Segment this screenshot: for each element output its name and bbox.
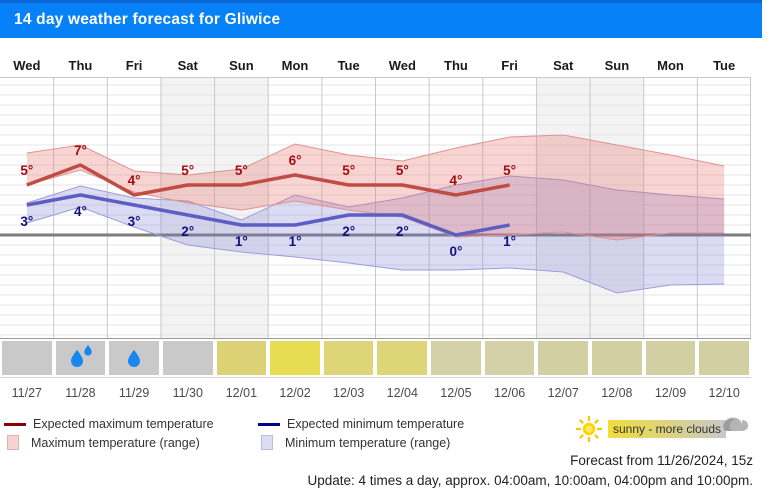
day-label: Tue — [337, 58, 360, 73]
raindrop-icon — [128, 350, 141, 367]
weather-icon-cell — [55, 341, 106, 375]
day-label: Tue — [713, 58, 736, 73]
day-label: Thu — [68, 58, 93, 73]
svg-text:5°: 5° — [503, 163, 516, 178]
cloud-icon — [718, 413, 749, 440]
date-label: 12/06 — [493, 386, 526, 400]
header-bar: 14 day weather forecast for Gliwice — [0, 0, 762, 38]
legend-min-range: Minimum temperature (range) — [258, 435, 450, 450]
day-label: Wed — [13, 58, 41, 73]
weather-icon-cell — [538, 341, 589, 375]
date-label: 11/29 — [118, 386, 150, 400]
weather-icon-cell — [162, 341, 213, 375]
svg-text:1°: 1° — [503, 234, 516, 249]
page-title: 14 day weather forecast for Gliwice — [14, 11, 281, 28]
svg-text:1°: 1° — [289, 234, 302, 249]
day-label: Sun — [229, 58, 254, 73]
svg-text:5°: 5° — [235, 163, 248, 178]
svg-text:7°: 7° — [74, 143, 87, 158]
weather-icon-cell — [484, 341, 535, 375]
svg-text:5°: 5° — [396, 163, 409, 178]
legend-max-range-label: Maximum temperature (range) — [31, 435, 200, 450]
date-label: 12/03 — [333, 386, 365, 400]
day-header-row: Wed Thu Fri Sat Sun Mon Tue Wed Thu Fri Sat Sun Mon T… — [0, 55, 751, 77]
legend-min-range-label: Minimum temperature (range) — [285, 435, 451, 450]
weather-icon-cell — [109, 341, 159, 375]
svg-text:4°: 4° — [450, 173, 463, 188]
max-line-swatch — [4, 422, 26, 426]
svg-text:6°: 6° — [289, 153, 302, 168]
legend-max-line-label: Expected maximum temperature — [33, 417, 214, 431]
day-label: Wed — [388, 58, 416, 73]
min-range-swatch — [261, 435, 273, 450]
forecast-chart: 5° 7° 4° 5° 5° 6° 5° 5° 4° 5° 3° 4° 3° 2° 1° 1° 2° 2° 0° 1° — [0, 78, 751, 338]
sunny-clouds-gradient: sunny - more clouds — [608, 420, 726, 438]
date-label: 12/05 — [440, 386, 472, 400]
footer: Expected maximum temperature Maximum tem… — [0, 404, 767, 502]
date-label: 12/08 — [601, 386, 633, 400]
max-range-swatch — [7, 435, 19, 450]
date-label: 12/01 — [225, 386, 258, 400]
weather-icon-cell — [2, 341, 52, 375]
legend-min-line-label: Expected minimum temperature — [287, 417, 465, 431]
day-label: Mon — [657, 58, 684, 73]
sunny-clouds-label: sunny - more clouds — [612, 422, 722, 436]
sun-clouds-legend: sunny - more clouds — [575, 413, 749, 443]
legend-min-line: Expected minimum temperature — [258, 417, 464, 431]
date-label: 11/28 — [65, 386, 96, 400]
svg-text:5°: 5° — [181, 163, 194, 178]
day-label: Sat — [553, 58, 574, 73]
day-label: Sun — [604, 58, 630, 73]
update-schedule-text: Update: 4 times a day, approx. 04:00am, … — [307, 473, 753, 488]
date-label: 11/27 — [11, 386, 42, 400]
svg-text:4°: 4° — [128, 173, 141, 188]
date-label: 12/04 — [386, 386, 418, 400]
svg-text:1°: 1° — [235, 234, 248, 249]
day-label: Sat — [177, 58, 198, 73]
forecast-table: Wed Thu Fri Sat Sun Mon Tue Wed Thu Fri Sat Sun Mon T… — [0, 38, 751, 406]
day-label: Fri — [501, 58, 518, 73]
weather-icon-cell — [377, 341, 428, 375]
svg-text:2°: 2° — [181, 224, 194, 239]
svg-text:3°: 3° — [20, 214, 33, 229]
svg-text:5°: 5° — [20, 163, 33, 178]
weather-icon-cell — [323, 341, 374, 375]
date-label: 12/02 — [279, 386, 311, 400]
raindrop-icon — [71, 345, 93, 367]
date-label: 12/07 — [547, 386, 579, 400]
sun-icon — [576, 416, 602, 442]
min-line-swatch — [258, 422, 280, 426]
weather-icon-cell — [699, 341, 749, 375]
weather-icon-cell — [270, 341, 320, 375]
legend-max-range: Maximum temperature (range) — [4, 435, 200, 450]
date-label: 12/10 — [708, 386, 740, 400]
svg-text:2°: 2° — [396, 224, 409, 239]
svg-text:5°: 5° — [342, 163, 355, 178]
day-label: Fri — [125, 58, 143, 73]
date-label: 12/09 — [654, 386, 687, 400]
forecast-from-text: Forecast from 11/26/2024, 15z — [570, 453, 753, 468]
day-label: Thu — [444, 58, 468, 73]
weather-icon-cell — [645, 341, 696, 375]
weather-icon-cell — [431, 341, 481, 375]
weather-icon-cell — [216, 341, 267, 375]
chart-area: 5° 7° 4° 5° 5° 6° 5° 5° 4° 5° 3° 4° 3° 2° 1° 1° 2° 2° 0° 1° — [0, 77, 751, 338]
svg-text:2°: 2° — [342, 224, 355, 239]
weather-icon-cell — [592, 341, 642, 375]
svg-text:3°: 3° — [128, 214, 141, 229]
legend-max-line: Expected maximum temperature — [4, 417, 214, 431]
day-label: Mon — [281, 58, 309, 73]
date-row: 11/27 11/28 11/29 11/30 12/01 12/02 12/03 12/04… — [0, 380, 751, 406]
weather-icons-row — [0, 338, 751, 378]
svg-text:4°: 4° — [74, 204, 87, 219]
svg-text:0°: 0° — [450, 244, 463, 259]
date-label: 11/30 — [172, 386, 203, 400]
